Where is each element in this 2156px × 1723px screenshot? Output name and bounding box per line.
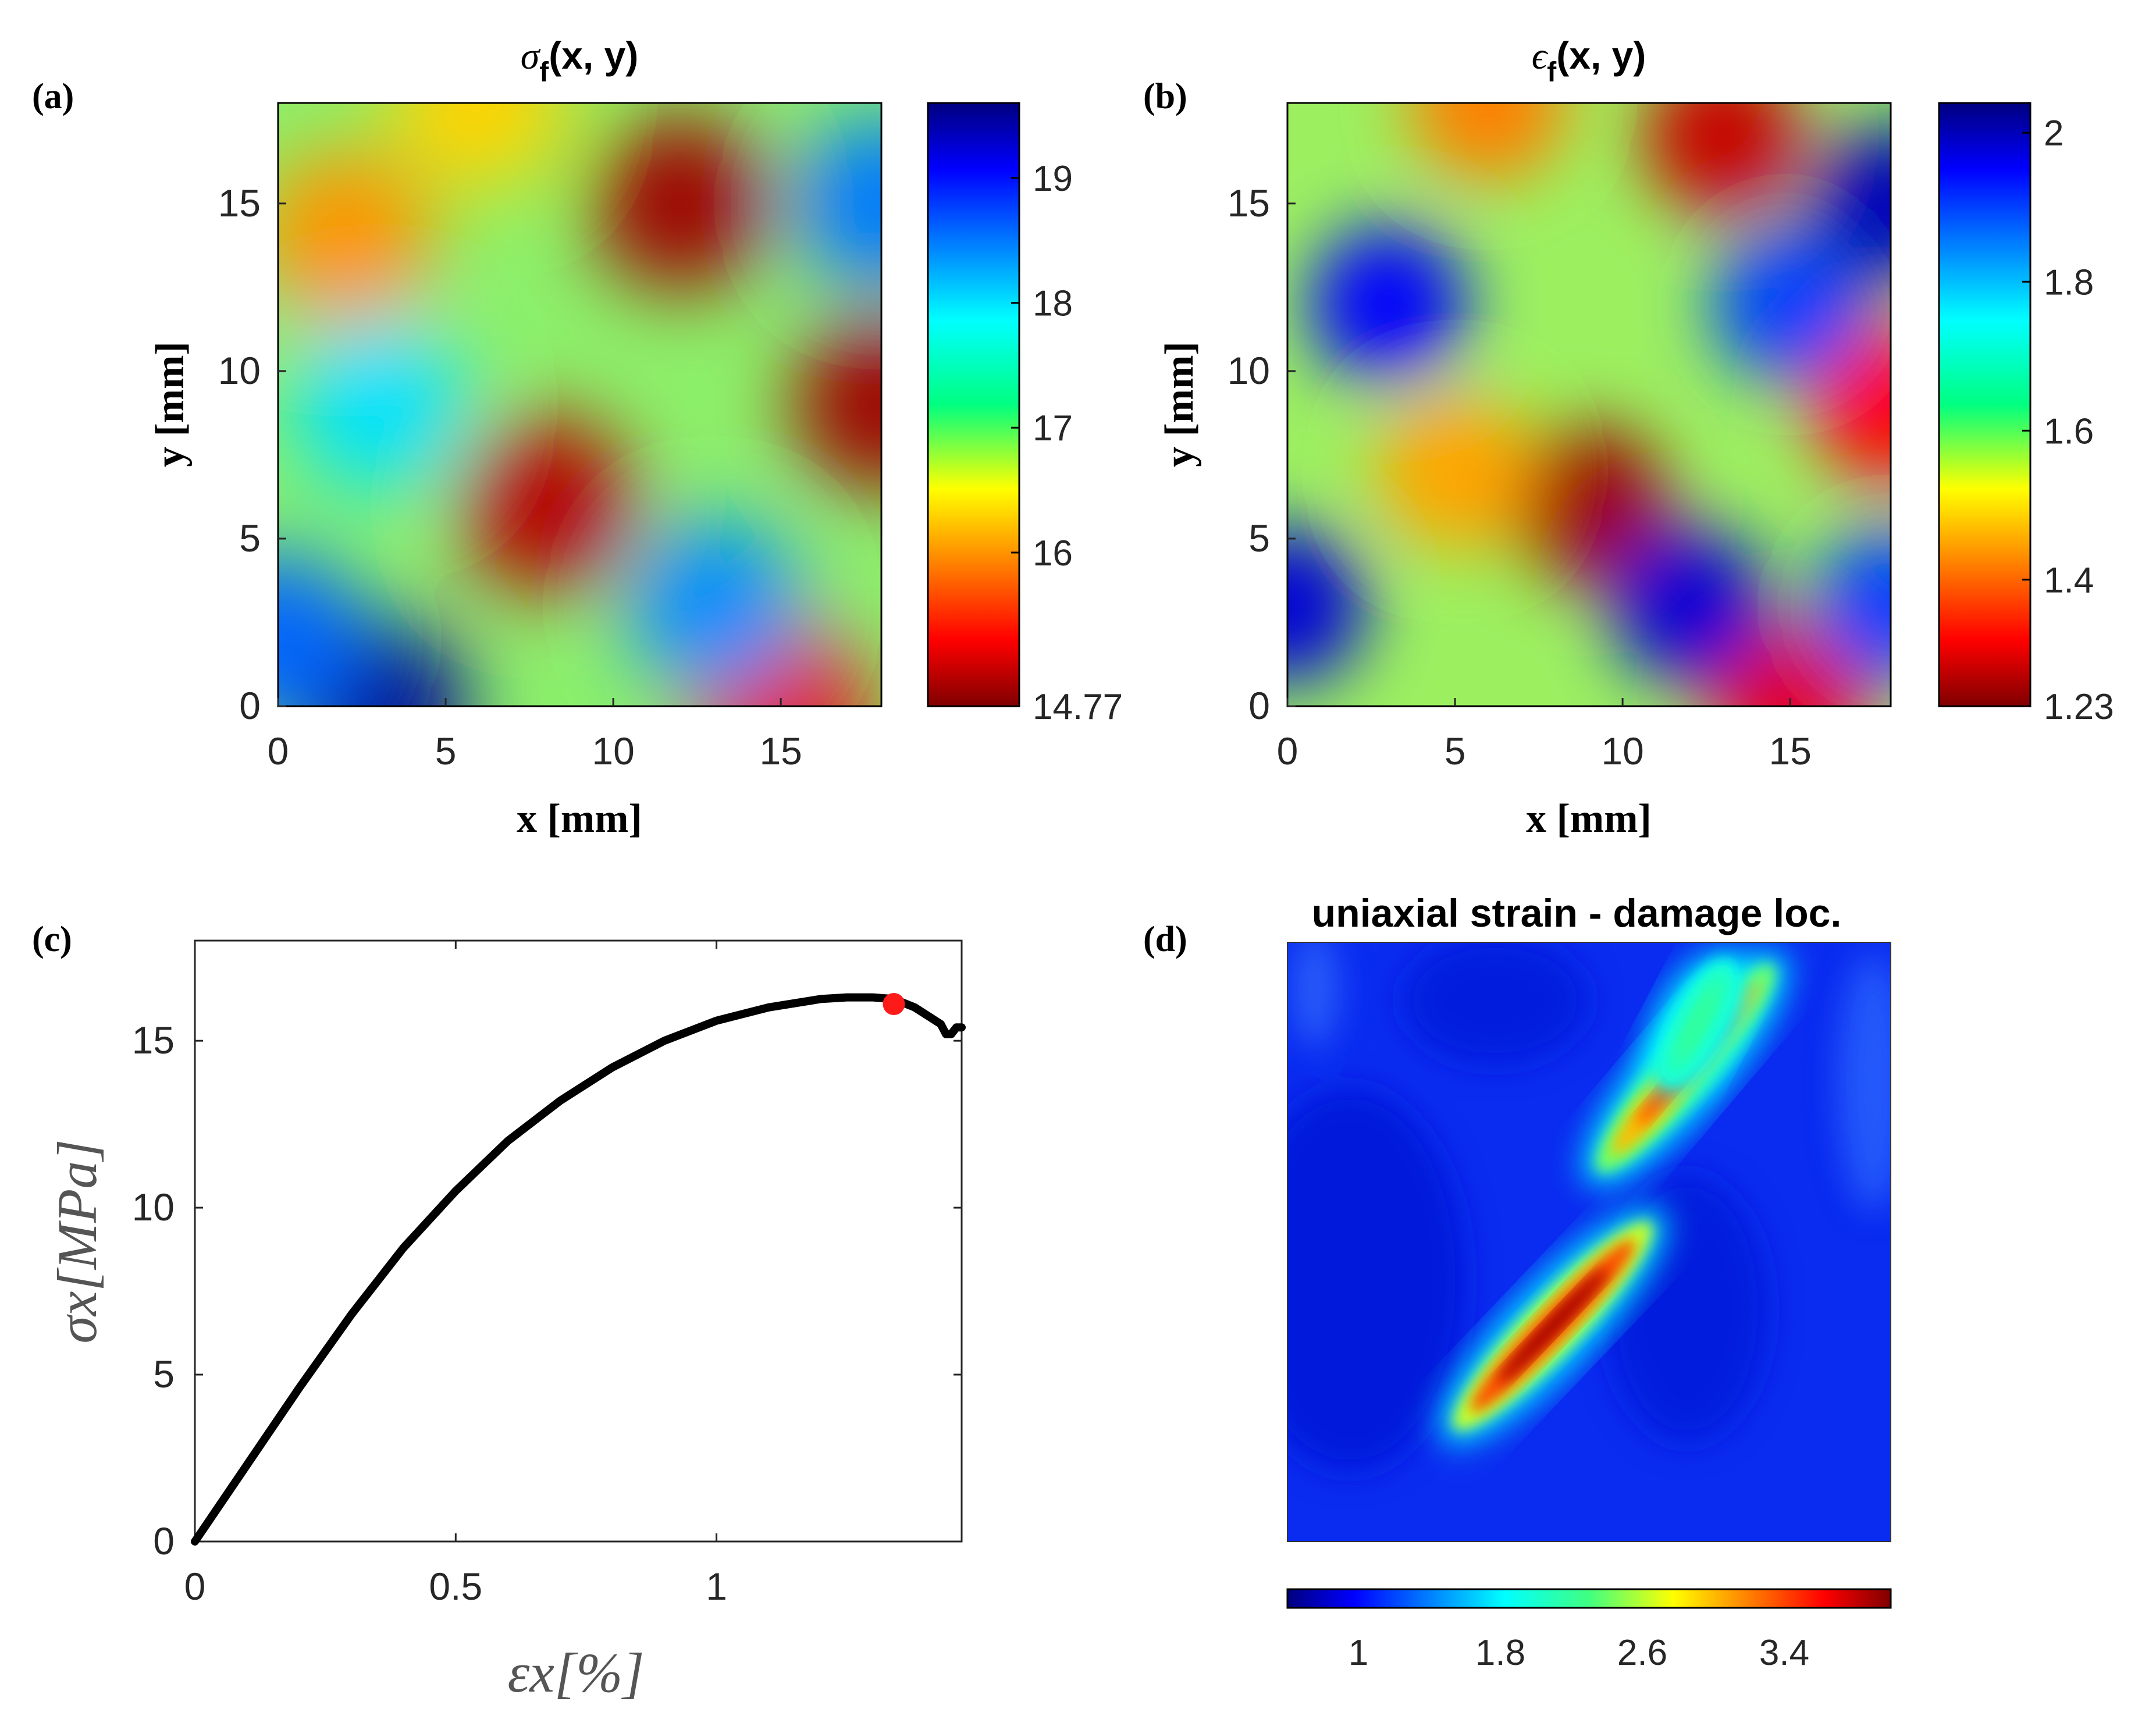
hotspot-0	[1510, 426, 1668, 584]
colorbar-b	[1938, 102, 2032, 707]
colorbar-tick-label: 19	[1033, 159, 1073, 199]
colorbar-d-tick-label: 3.4	[1759, 1633, 1809, 1673]
colorbar-d	[1286, 1588, 1892, 1609]
hotspot-4	[1410, 103, 1567, 181]
x-tick-label: 0	[184, 1565, 206, 1608]
axes-frame-d	[1287, 942, 1891, 1542]
colorbar-tick-label: 18	[1033, 284, 1073, 324]
y-axis-label-c: σx[MPa]	[46, 1139, 108, 1343]
x-axis-label-b: x [mm]	[1526, 796, 1652, 841]
heatmap-d	[1287, 942, 1891, 1542]
x-tick-label: 5	[435, 729, 457, 772]
y-tick-label: 0	[239, 684, 261, 727]
heatmap-b	[1287, 103, 1891, 706]
hotspot-0	[593, 116, 768, 291]
hotspot-1	[794, 317, 881, 492]
colorbar-tick-label: 1.4	[2044, 560, 2094, 600]
panel-label-b: (b)	[1143, 77, 1187, 116]
hotspot-11	[1812, 527, 1891, 685]
hotspot-4	[278, 149, 433, 325]
colorbar-tick-label: 1.8	[2044, 262, 2094, 302]
y-tick-label: 15	[132, 1019, 175, 1062]
y-tick-label: 0	[153, 1519, 175, 1562]
hotspot-5	[1376, 393, 1534, 550]
colorbar-tick-label: 1.6	[2044, 411, 2094, 451]
hotspot-9	[626, 518, 801, 693]
y-tick-label: 10	[132, 1186, 175, 1229]
panel-label-a: (a)	[32, 77, 74, 116]
damage-band-layer	[1498, 1268, 1608, 1383]
panel-d-title: uniaxial strain - damage loc.	[1312, 891, 1842, 935]
y-tick-label: 5	[1248, 517, 1270, 560]
hotspot-7	[1712, 225, 1869, 383]
hotspot-2	[458, 418, 634, 593]
y-tick-label: 10	[1228, 349, 1270, 392]
damage-band-2	[1646, 952, 1749, 1095]
colorbar-tick-label: 2	[2044, 113, 2064, 154]
colorbar-d-tick-label: 1.8	[1475, 1633, 1525, 1673]
colorbar-d-tick-label: 2.6	[1617, 1633, 1667, 1673]
x-tick-label: 1	[706, 1565, 727, 1608]
x-tick-label: 0	[1277, 729, 1298, 772]
panel-label-c: (c)	[32, 920, 72, 959]
hotspot-5	[392, 103, 567, 190]
hotspot-8	[1611, 527, 1769, 685]
x-tick-label: 15	[1769, 729, 1811, 772]
y-tick-label: 0	[1248, 684, 1270, 727]
x-tick-label: 0.5	[429, 1565, 482, 1608]
y-axis-label-a: y [mm]	[148, 341, 193, 467]
axes-frame-b	[1286, 102, 1892, 707]
panel-label-d: (d)	[1143, 920, 1187, 959]
x-axis-label-c: εx[%]	[507, 1642, 644, 1704]
hotspot-9	[1287, 527, 1366, 685]
hotspot-6	[291, 317, 466, 492]
hotspot-10	[794, 116, 881, 291]
colorbar-tick-label: 1.23	[2044, 687, 2114, 727]
axes-frame-a	[277, 102, 883, 707]
x-tick-label: 10	[1601, 729, 1643, 772]
y-axis-label-b: y [mm]	[1157, 341, 1202, 467]
series-line-stress-strain	[191, 993, 966, 1546]
x-tick-label: 0	[268, 729, 289, 772]
x-tick-label: 5	[1445, 729, 1466, 772]
x-axis-label-a: x [mm]	[517, 796, 642, 841]
panel-a: σf(x, y) 0 5 10 15 0 5 10 15 x [mm] y [mm] 14.7…	[148, 34, 1123, 841]
colorbar-tick-label: 17	[1033, 408, 1073, 448]
panel-b-title: ϵf(x, y)	[1532, 34, 1646, 88]
damage-band-layer	[1678, 988, 1717, 1058]
x-tick-label: 15	[759, 729, 802, 772]
x-tick-label: 10	[592, 729, 634, 772]
peak-marker	[883, 993, 905, 1016]
panel-a-title: σf(x, y)	[521, 34, 639, 88]
hotspot-8	[278, 551, 365, 706]
y-tick-label: 15	[1228, 181, 1270, 225]
hotspot-10	[1812, 124, 1891, 282]
axes-frame-c	[194, 939, 963, 1543]
hotspot-6	[1309, 225, 1467, 383]
colorbar-tick-label: 14.77	[1033, 687, 1123, 727]
hotspot-1	[1644, 103, 1802, 215]
damage-band-0	[1440, 1208, 1666, 1443]
heatmap-a	[278, 103, 881, 706]
y-tick-label: 10	[218, 349, 261, 392]
colorbar-d-tick-label: 1	[1349, 1633, 1368, 1673]
colorbar-a	[927, 102, 1020, 707]
panel-b: ϵf(x, y) 0 5 10 15 0 5 10 15 x [mm] y [mm] 1.23…	[1157, 34, 2114, 841]
y-tick-label: 5	[153, 1352, 175, 1396]
y-tick-label: 5	[239, 517, 261, 560]
colorbar-tick-label: 16	[1033, 533, 1073, 574]
y-tick-label: 15	[218, 181, 261, 225]
panel-d: uniaxial strain - damage loc. 1 1.8 2.6 3.4	[1286, 891, 1892, 1673]
